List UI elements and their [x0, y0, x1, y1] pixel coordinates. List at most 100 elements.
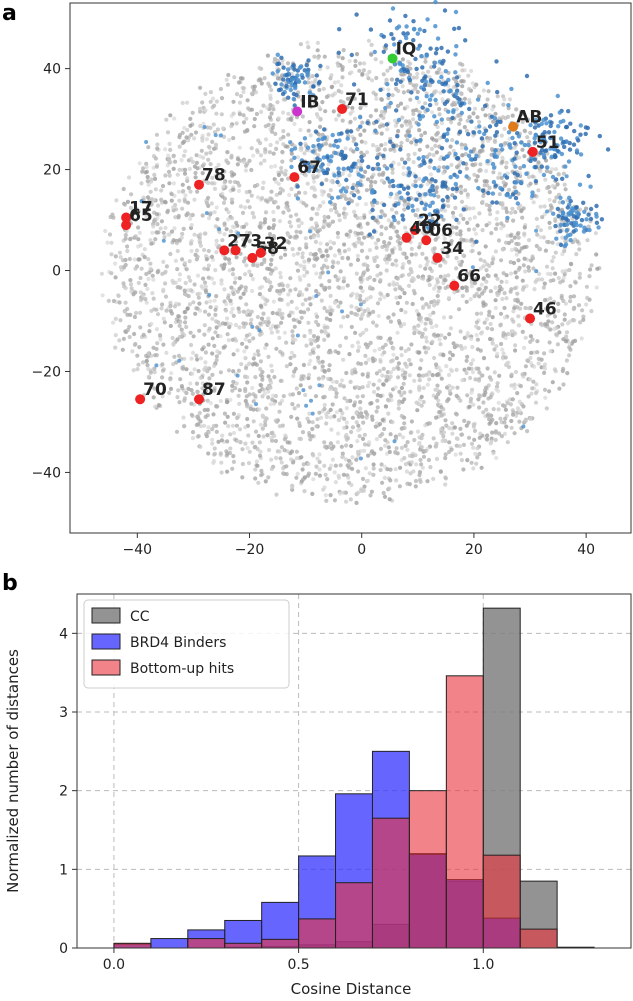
highlight-point — [419, 214, 424, 219]
highlight-point — [358, 167, 364, 172]
background-point — [438, 90, 443, 95]
background-point — [472, 215, 477, 220]
background-point — [289, 151, 294, 156]
background-point — [272, 374, 277, 380]
background-point — [205, 398, 210, 403]
background-point — [469, 68, 474, 74]
background-point — [291, 252, 296, 258]
background-point — [231, 313, 236, 318]
highlight-point — [491, 179, 497, 185]
background-point — [288, 214, 293, 219]
background-point — [439, 376, 444, 381]
background-point — [350, 425, 355, 430]
background-point — [342, 416, 347, 421]
background-point — [409, 252, 414, 257]
highlight-point — [543, 139, 548, 145]
background-point — [456, 259, 461, 264]
background-point — [547, 340, 552, 345]
background-point — [282, 437, 287, 442]
background-point — [214, 111, 219, 116]
highlight-point — [418, 184, 423, 189]
highlight-point — [291, 96, 296, 102]
background-point — [575, 239, 580, 244]
scatter-highlight-cluster — [139, 0, 611, 461]
highlight-point — [407, 133, 412, 138]
background-point — [542, 387, 548, 392]
background-point — [342, 249, 347, 254]
background-point — [408, 471, 413, 476]
highlight-point — [366, 164, 371, 170]
background-point — [371, 320, 376, 325]
background-point — [393, 123, 399, 128]
background-point — [506, 331, 511, 337]
background-point — [461, 467, 466, 472]
background-point — [404, 255, 409, 260]
background-point — [220, 238, 225, 243]
background-point — [485, 262, 490, 267]
background-point — [243, 389, 248, 394]
background-point — [192, 136, 197, 141]
background-point — [472, 106, 478, 111]
background-point — [417, 110, 422, 115]
background-point — [370, 417, 375, 422]
background-point — [553, 271, 558, 276]
background-point — [409, 270, 414, 275]
highlight-point — [508, 195, 513, 199]
highlight-point — [516, 134, 522, 139]
background-point — [124, 229, 129, 234]
background-point — [519, 209, 524, 214]
highlight-point — [393, 81, 399, 87]
background-point — [204, 151, 209, 156]
highlight-point — [423, 74, 428, 79]
highlight-point — [381, 153, 386, 158]
background-point — [364, 327, 369, 332]
background-point — [340, 411, 345, 416]
highlight-point — [494, 122, 499, 128]
background-point — [428, 83, 433, 88]
background-point — [233, 322, 239, 328]
background-point — [244, 345, 249, 350]
highlight-point — [279, 55, 284, 60]
background-point — [380, 480, 385, 485]
background-point — [251, 153, 256, 158]
highlight-point — [295, 73, 300, 78]
background-point — [430, 110, 435, 115]
highlight-point — [567, 147, 573, 152]
highlight-point — [454, 156, 460, 161]
background-point — [188, 330, 193, 335]
background-point — [513, 348, 518, 353]
background-point — [448, 241, 453, 246]
background-point — [369, 52, 374, 57]
background-point — [517, 399, 522, 404]
background-point — [113, 333, 118, 338]
background-point — [475, 223, 480, 228]
background-point — [317, 87, 322, 93]
background-point — [412, 327, 417, 332]
background-point — [335, 440, 340, 445]
background-point — [556, 275, 561, 281]
background-point — [125, 312, 130, 317]
background-point — [368, 114, 373, 119]
background-point — [463, 151, 468, 157]
background-point — [334, 394, 339, 399]
background-point — [212, 281, 217, 286]
background-point — [175, 395, 180, 400]
background-point — [329, 85, 334, 90]
background-point — [552, 199, 557, 204]
background-point — [373, 180, 378, 185]
background-point — [463, 285, 468, 290]
background-point — [237, 427, 243, 432]
background-point — [564, 334, 569, 339]
background-point — [466, 272, 471, 277]
background-point — [475, 455, 480, 460]
background-point — [267, 232, 273, 237]
background-point — [521, 206, 526, 211]
highlight-point — [322, 135, 327, 140]
background-point — [534, 216, 539, 221]
background-point — [218, 86, 223, 92]
highlight-point — [439, 45, 444, 51]
background-point — [424, 372, 429, 377]
background-point — [230, 466, 235, 471]
highlight-point — [533, 117, 539, 123]
highlight-point — [395, 134, 400, 139]
